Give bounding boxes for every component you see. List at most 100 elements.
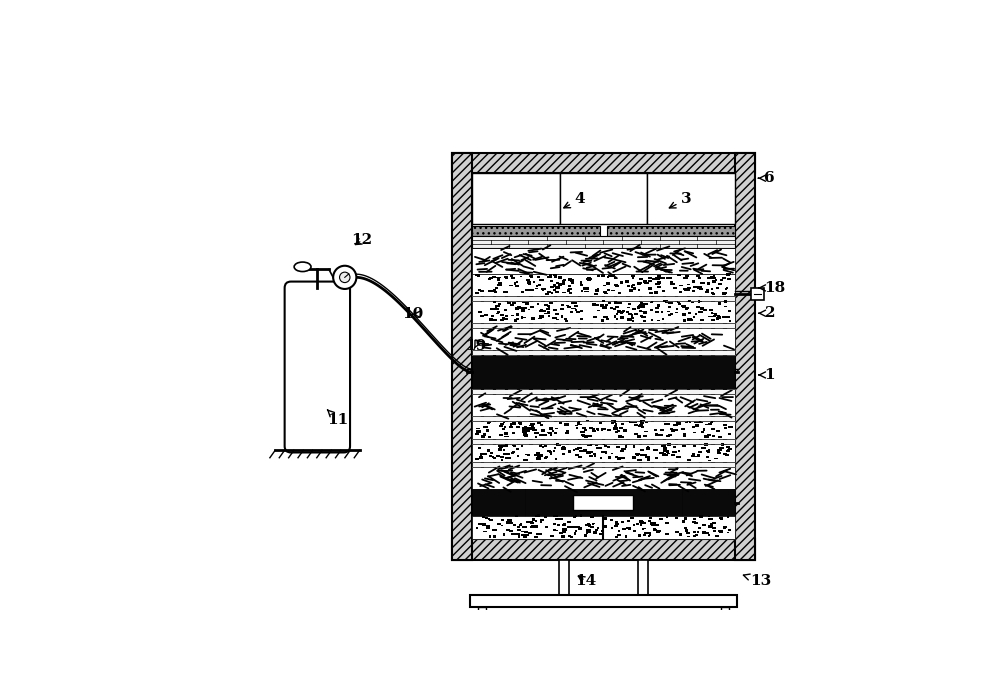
Bar: [620, 457, 625, 459]
Bar: [715, 535, 719, 538]
Bar: [703, 309, 707, 311]
Bar: [666, 516, 668, 518]
Bar: [537, 421, 541, 424]
Bar: [616, 314, 618, 316]
Bar: [718, 436, 722, 438]
Bar: [611, 453, 613, 454]
Bar: [607, 446, 610, 449]
Bar: [483, 433, 486, 436]
Bar: [710, 421, 713, 423]
Bar: [553, 309, 557, 311]
Bar: [671, 454, 675, 456]
Bar: [576, 310, 580, 313]
Bar: [475, 274, 477, 276]
Bar: [489, 455, 492, 457]
Bar: [544, 445, 547, 447]
Bar: [522, 525, 527, 528]
Bar: [488, 518, 490, 520]
Bar: [563, 355, 581, 360]
Bar: [554, 530, 558, 532]
Bar: [687, 536, 690, 538]
Bar: [684, 517, 687, 520]
Bar: [506, 521, 510, 524]
Bar: [651, 319, 653, 321]
Bar: [676, 422, 681, 425]
Bar: [735, 153, 755, 560]
Bar: [678, 449, 680, 451]
Bar: [506, 529, 510, 532]
Bar: [614, 301, 618, 303]
Bar: [692, 280, 695, 283]
Bar: [596, 428, 599, 430]
Bar: [547, 290, 551, 292]
Bar: [482, 516, 485, 518]
Bar: [493, 457, 496, 459]
Bar: [697, 455, 700, 458]
Bar: [661, 452, 664, 454]
Bar: [703, 428, 705, 431]
Bar: [595, 290, 599, 292]
Circle shape: [333, 266, 356, 289]
Bar: [530, 521, 534, 523]
Bar: [648, 532, 650, 534]
Bar: [493, 536, 496, 538]
Bar: [726, 450, 730, 452]
Bar: [512, 451, 515, 453]
Bar: [499, 434, 502, 436]
Bar: [504, 318, 508, 320]
Bar: [472, 421, 735, 439]
Bar: [615, 285, 619, 287]
Bar: [452, 153, 472, 560]
Bar: [546, 308, 550, 310]
Bar: [668, 301, 673, 303]
Bar: [641, 316, 646, 318]
Bar: [611, 421, 616, 423]
Bar: [549, 302, 553, 305]
Bar: [478, 523, 482, 525]
Bar: [500, 456, 504, 458]
Bar: [627, 520, 630, 522]
Bar: [550, 534, 554, 537]
Bar: [496, 455, 500, 458]
Bar: [503, 290, 508, 292]
Bar: [705, 291, 709, 293]
Bar: [452, 540, 755, 560]
Bar: [535, 525, 538, 527]
Bar: [505, 445, 508, 447]
Bar: [587, 445, 592, 447]
Bar: [545, 456, 548, 458]
Bar: [495, 306, 497, 308]
Bar: [539, 434, 544, 436]
Bar: [551, 292, 553, 295]
Bar: [607, 289, 610, 291]
Bar: [710, 277, 713, 279]
Bar: [723, 526, 727, 528]
Bar: [650, 301, 653, 303]
Bar: [650, 522, 654, 525]
Bar: [545, 292, 549, 295]
Bar: [565, 320, 568, 322]
Text: 2: 2: [759, 306, 775, 320]
Bar: [536, 453, 538, 456]
Bar: [483, 531, 487, 532]
Bar: [480, 453, 482, 456]
Bar: [623, 429, 627, 432]
Bar: [698, 451, 702, 453]
Bar: [645, 421, 648, 423]
Bar: [695, 286, 698, 288]
Bar: [723, 527, 726, 529]
Bar: [500, 423, 504, 425]
Bar: [641, 306, 645, 308]
Bar: [472, 296, 735, 301]
Bar: [712, 280, 716, 283]
Bar: [472, 489, 525, 516]
Bar: [559, 422, 562, 424]
Bar: [655, 277, 660, 280]
Bar: [479, 456, 483, 459]
Bar: [595, 529, 598, 531]
Bar: [523, 459, 528, 461]
Bar: [657, 286, 661, 288]
Bar: [628, 527, 631, 530]
Bar: [528, 532, 532, 534]
Bar: [692, 521, 696, 523]
